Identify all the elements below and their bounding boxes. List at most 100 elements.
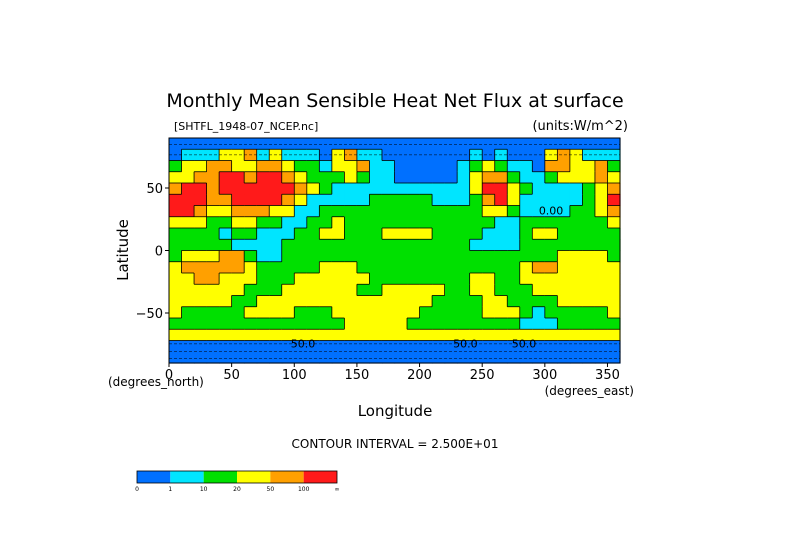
heatmap-cell bbox=[519, 306, 533, 319]
heatmap-cell bbox=[381, 351, 396, 364]
heatmap-cell bbox=[482, 149, 496, 162]
heatmap-cell bbox=[582, 306, 596, 319]
heatmap-cell bbox=[432, 216, 446, 229]
heatmap-cell bbox=[194, 228, 208, 240]
heatmap-cell bbox=[557, 171, 571, 184]
heatmap-cell bbox=[181, 183, 195, 195]
colorbar-border bbox=[136, 470, 338, 484]
heatmap-cell bbox=[519, 351, 533, 364]
heatmap-cell bbox=[607, 216, 621, 229]
heatmap-cell bbox=[369, 216, 383, 229]
heatmap-cell bbox=[344, 160, 358, 173]
heatmap-cell bbox=[569, 261, 584, 274]
heatmap-cell bbox=[319, 216, 333, 229]
heatmap-cell bbox=[394, 239, 408, 252]
heatmap-cell bbox=[494, 194, 508, 207]
heatmap-cell bbox=[306, 239, 320, 252]
heatmap-cell bbox=[331, 183, 345, 195]
heatmap-cell bbox=[194, 306, 208, 319]
heatmap-cell bbox=[432, 329, 446, 342]
heatmap-cell bbox=[331, 239, 345, 252]
heatmap-cell bbox=[331, 194, 345, 207]
heatmap-cell bbox=[419, 273, 433, 285]
heatmap-cell bbox=[407, 329, 421, 342]
heatmap-cell bbox=[231, 183, 245, 195]
heatmap-cell bbox=[494, 138, 508, 150]
heatmap-cell bbox=[582, 149, 596, 162]
heatmap-cell bbox=[532, 250, 546, 263]
heatmap-cell bbox=[494, 306, 508, 319]
heatmap-cell bbox=[319, 284, 333, 297]
heatmap-cell bbox=[244, 171, 258, 184]
heatmap-cell bbox=[494, 228, 508, 240]
heatmap-cell bbox=[469, 329, 483, 342]
heatmap-cell bbox=[582, 171, 596, 184]
heatmap-cell bbox=[557, 340, 571, 353]
heatmap-cell bbox=[194, 250, 208, 263]
heatmap-cell bbox=[356, 228, 371, 240]
heatmap-cell bbox=[331, 318, 345, 330]
heatmap-cell bbox=[519, 216, 533, 229]
y-axis-ticks: 50 0 −50 bbox=[136, 182, 169, 322]
heatmap-cell bbox=[331, 160, 345, 173]
heatmap-cell bbox=[432, 205, 446, 218]
heatmap-cell bbox=[169, 183, 183, 195]
heatmap-cell bbox=[407, 160, 421, 173]
heatmap-cell bbox=[594, 160, 609, 173]
heatmap-cell bbox=[356, 295, 371, 308]
heatmap-cell bbox=[381, 273, 396, 285]
heatmap-cell bbox=[169, 194, 183, 207]
heatmap-cell bbox=[281, 261, 295, 274]
heatmap-cell bbox=[269, 160, 283, 173]
heatmap-cell bbox=[594, 183, 609, 195]
heatmap-cell bbox=[319, 194, 333, 207]
heatmap-cell bbox=[344, 340, 358, 353]
colorbar-label: 100 bbox=[298, 486, 310, 493]
heatmap-cell bbox=[519, 228, 533, 240]
heatmap-cell bbox=[482, 160, 496, 173]
heatmap-cell bbox=[544, 318, 558, 330]
heatmap-cell bbox=[594, 205, 609, 218]
heatmap-cell bbox=[469, 239, 483, 252]
heatmap-cell bbox=[269, 205, 283, 218]
heatmap-cell bbox=[219, 138, 233, 150]
heatmap-cell bbox=[181, 261, 195, 274]
heatmap-cell bbox=[294, 138, 308, 150]
heatmap-cell bbox=[244, 216, 258, 229]
heatmap-cell bbox=[532, 295, 546, 308]
heatmap-cell bbox=[519, 329, 533, 342]
heatmap-cell bbox=[494, 183, 508, 195]
heatmap-cell bbox=[507, 284, 521, 297]
heatmap-cell bbox=[482, 284, 496, 297]
heatmap-cell bbox=[356, 183, 371, 195]
heatmap-cell bbox=[356, 318, 371, 330]
heatmap-cell bbox=[544, 228, 558, 240]
heatmap-cell bbox=[419, 329, 433, 342]
heatmap-cell bbox=[494, 329, 508, 342]
heatmap-cell bbox=[281, 284, 295, 297]
heatmap-cell bbox=[419, 216, 433, 229]
heatmap-cell bbox=[306, 216, 320, 229]
heatmap-cell bbox=[444, 205, 458, 218]
heatmap-cell bbox=[607, 329, 621, 342]
heatmap-cell bbox=[306, 205, 320, 218]
heatmap-cell bbox=[469, 183, 483, 195]
units-label: (units:W/m^2) bbox=[532, 119, 628, 134]
heatmap-cell bbox=[256, 183, 270, 195]
heatmap-cell bbox=[457, 340, 471, 353]
heatmap-cell bbox=[482, 306, 496, 319]
heatmap-cell bbox=[194, 273, 208, 285]
heatmap-cell bbox=[432, 284, 446, 297]
heatmap-cell bbox=[407, 138, 421, 150]
heatmap-cell bbox=[169, 171, 183, 184]
heatmap-cell bbox=[432, 228, 446, 240]
heatmap-cell bbox=[181, 318, 195, 330]
heatmap-cell bbox=[256, 216, 270, 229]
heatmap-cell bbox=[206, 306, 220, 319]
heatmap-cell bbox=[269, 228, 283, 240]
heatmap-cell bbox=[219, 228, 233, 240]
heatmap-cell bbox=[194, 318, 208, 330]
heatmap-cell bbox=[281, 228, 295, 240]
heatmap-cell bbox=[281, 216, 295, 229]
heatmap-cell bbox=[407, 228, 421, 240]
